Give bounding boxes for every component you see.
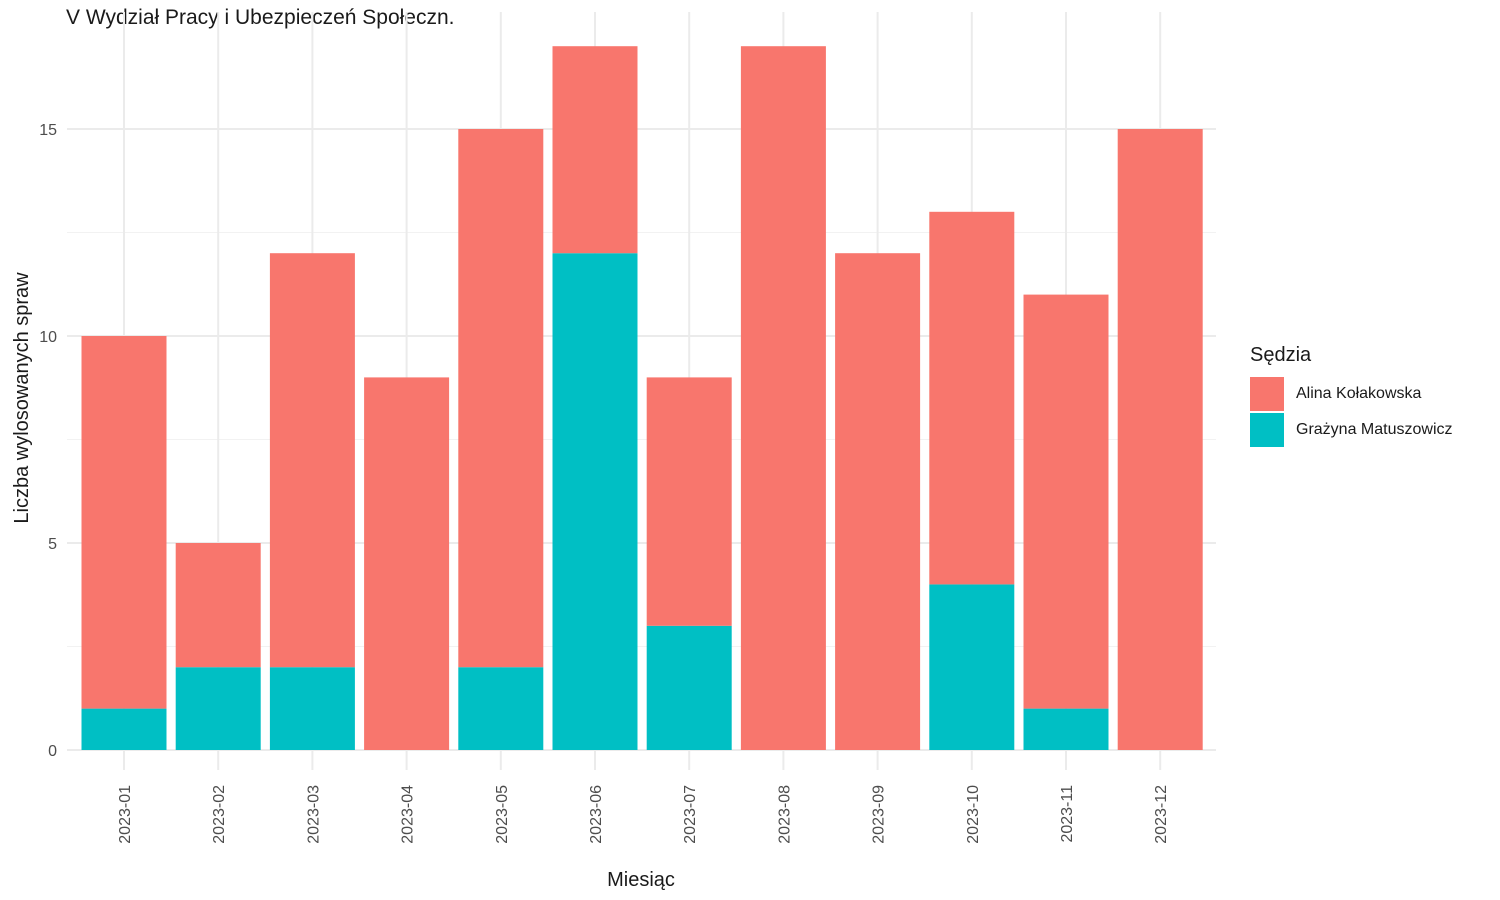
legend-label-grazyna: Grażyna Matuszowicz (1296, 421, 1453, 438)
bar-2023-05-series-1 (458, 129, 544, 668)
bar-2023-07-series-1 (646, 377, 732, 626)
x-axis-title: Miesiąc (607, 869, 675, 891)
y-tick-label: 0 (48, 743, 57, 760)
bar-2023-04-series-1 (364, 377, 450, 750)
x-tick-label: 2023-01 (117, 785, 134, 844)
bar-2023-11-series-0 (1023, 708, 1109, 750)
y-tick-label: 10 (39, 329, 57, 346)
y-axis-title: Liczba wylosowanych spraw (11, 272, 33, 524)
legend-swatch-grazyna (1250, 413, 1284, 447)
bar-2023-09-series-1 (835, 253, 921, 750)
bar-2023-06-series-1 (552, 46, 638, 254)
legend-label-alina: Alina Kołakowska (1296, 385, 1422, 402)
y-tick-label: 15 (39, 122, 57, 139)
x-tick-label: 2023-09 (871, 785, 888, 844)
bar-2023-02-series-1 (175, 543, 261, 668)
bar-2023-02-series-0 (175, 667, 261, 750)
bar-2023-03-series-1 (269, 253, 355, 668)
chart-title: V Wydział Pracy i Ubezpieczeń Społeczn. (66, 6, 455, 29)
x-tick-label: 2023-07 (682, 785, 699, 844)
x-tick-label: 2023-08 (776, 785, 793, 844)
x-tick-label: 2023-12 (1153, 785, 1170, 844)
x-tick-label: 2023-11 (1059, 785, 1076, 843)
x-tick-label: 2023-05 (494, 785, 511, 844)
bar-2023-12-series-1 (1117, 129, 1203, 750)
x-tick-label: 2023-04 (400, 785, 417, 844)
legend-item-grazyna: Grażyna Matuszowicz (1250, 412, 1453, 448)
legend-title: Sędzia (1250, 344, 1312, 366)
legend: Sędzia Alina Kołakowska Grażyna Matuszow… (1250, 344, 1453, 448)
x-tick-label: 2023-03 (305, 785, 322, 844)
bar-2023-11-series-1 (1023, 294, 1109, 709)
bar-2023-07-series-0 (646, 625, 732, 750)
legend-item-alina: Alina Kołakowska (1250, 376, 1453, 412)
legend-swatch-alina (1250, 377, 1284, 411)
bar-2023-05-series-0 (458, 667, 544, 750)
bar-2023-08-series-1 (740, 46, 826, 750)
bar-2023-10-series-1 (929, 211, 1015, 585)
x-tick-label: 2023-02 (211, 785, 228, 844)
bar-2023-06-series-0 (552, 253, 638, 750)
y-tick-label: 5 (48, 536, 57, 553)
bar-2023-03-series-0 (269, 667, 355, 750)
bar-2023-01-series-0 (81, 708, 167, 750)
x-tick-label: 2023-10 (965, 785, 982, 844)
bar-2023-01-series-1 (81, 336, 167, 709)
x-tick-label: 2023-06 (588, 785, 605, 844)
bar-2023-10-series-0 (929, 584, 1015, 750)
